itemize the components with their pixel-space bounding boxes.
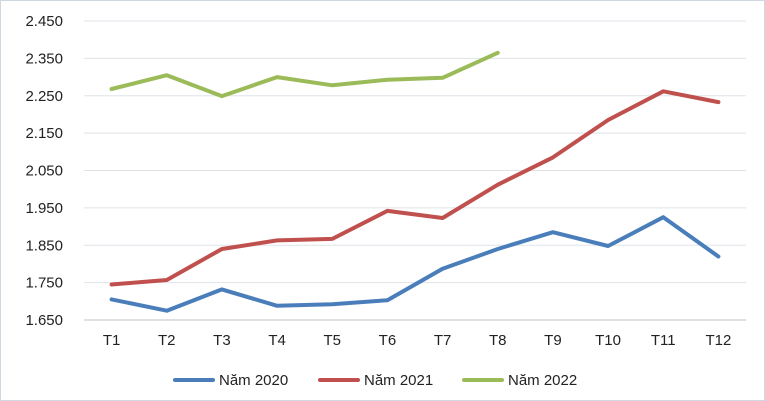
x-tick-label: T8 <box>489 332 507 349</box>
x-tick-label: T6 <box>379 332 397 349</box>
x-axis-tick-labels: T1 T2 T3 T4 T5 T6 T7 T8 T9 T10 T11 T12 <box>103 332 732 349</box>
x-tick-label: T4 <box>268 332 286 349</box>
y-axis-tick-labels: 1.650 1.750 1.850 1.950 2.050 2.150 2.250 2.350… <box>25 13 63 329</box>
y-tick-label: 1.950 <box>25 200 63 217</box>
series-line <box>109 50 500 99</box>
y-tick-label: 2.050 <box>25 163 63 180</box>
x-tick-label: T12 <box>705 332 731 349</box>
legend-label: Năm 2021 <box>364 372 433 389</box>
x-tick-label: T5 <box>323 332 341 349</box>
x-tick-label: T3 <box>213 332 231 349</box>
y-tick-label: 2.450 <box>25 13 63 30</box>
x-tick-label: T2 <box>158 332 176 349</box>
legend: Năm 2020 Năm 2021 Năm 2022 <box>173 372 577 389</box>
legend-label: Năm 2022 <box>508 372 577 389</box>
x-tick-label: T10 <box>595 332 621 349</box>
series-line <box>109 89 721 287</box>
y-tick-label: 1.850 <box>25 237 63 254</box>
x-tick-label: T11 <box>651 332 676 349</box>
x-tick-label: T9 <box>544 332 562 349</box>
series-lines <box>109 50 721 313</box>
y-tick-label: 2.350 <box>25 50 63 67</box>
y-tick-label: 1.750 <box>25 275 63 292</box>
y-tick-label: 2.250 <box>25 88 63 105</box>
legend-label: Năm 2020 <box>219 372 288 389</box>
x-tick-label: T1 <box>103 332 121 349</box>
y-tick-label: 1.650 <box>25 312 63 329</box>
x-tick-label: T7 <box>434 332 452 349</box>
y-tick-label: 2.150 <box>25 125 63 142</box>
gridlines <box>84 20 746 321</box>
series-line <box>109 215 721 313</box>
